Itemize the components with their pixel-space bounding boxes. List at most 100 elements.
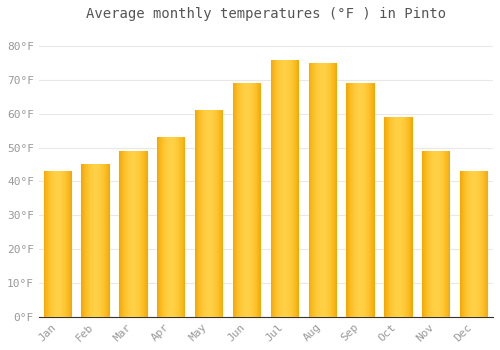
Bar [184, 138, 185, 317]
Bar [384, 117, 385, 317]
Bar [316, 63, 317, 317]
Bar [142, 151, 143, 317]
Bar [432, 151, 433, 317]
Bar [434, 151, 435, 317]
Bar [278, 60, 279, 317]
Bar [133, 151, 134, 317]
Bar [159, 138, 160, 317]
Bar [271, 60, 272, 317]
Bar [361, 83, 362, 317]
Bar [259, 83, 260, 317]
Bar [482, 171, 483, 317]
Bar [473, 171, 474, 317]
Bar [94, 164, 95, 317]
Bar [284, 60, 285, 317]
Bar [429, 151, 430, 317]
Bar [138, 151, 139, 317]
Bar [370, 83, 371, 317]
Bar [51, 171, 52, 317]
Bar [210, 110, 211, 317]
Bar [120, 151, 121, 317]
Bar [178, 138, 179, 317]
Bar [297, 60, 298, 317]
Bar [468, 171, 469, 317]
Bar [196, 110, 197, 317]
Bar [106, 164, 107, 317]
Bar [237, 83, 238, 317]
Bar [460, 171, 461, 317]
Bar [109, 164, 110, 317]
Bar [387, 117, 388, 317]
Bar [143, 151, 144, 317]
Bar [409, 117, 410, 317]
Bar [368, 83, 369, 317]
Bar [349, 83, 350, 317]
Bar [333, 63, 334, 317]
Bar [336, 63, 337, 317]
Bar [134, 151, 135, 317]
Bar [119, 151, 120, 317]
Bar [332, 63, 333, 317]
Bar [91, 164, 92, 317]
Bar [464, 171, 465, 317]
Bar [358, 83, 359, 317]
Bar [100, 164, 102, 317]
Bar [296, 60, 297, 317]
Bar [214, 110, 215, 317]
Bar [160, 138, 161, 317]
Bar [428, 151, 429, 317]
Bar [311, 63, 312, 317]
Bar [334, 63, 335, 317]
Bar [46, 171, 47, 317]
Bar [234, 83, 235, 317]
Bar [185, 138, 186, 317]
Bar [422, 151, 423, 317]
Bar [247, 83, 248, 317]
Bar [105, 164, 106, 317]
Bar [70, 171, 71, 317]
Bar [366, 83, 367, 317]
Bar [183, 138, 184, 317]
Bar [371, 83, 372, 317]
Bar [48, 171, 49, 317]
Bar [351, 83, 352, 317]
Bar [461, 171, 462, 317]
Bar [53, 171, 54, 317]
Bar [215, 110, 216, 317]
Bar [348, 83, 349, 317]
Bar [103, 164, 104, 317]
Bar [236, 83, 237, 317]
Bar [246, 83, 247, 317]
Bar [462, 171, 463, 317]
Bar [108, 164, 109, 317]
Bar [104, 164, 105, 317]
Bar [66, 171, 67, 317]
Bar [282, 60, 283, 317]
Bar [329, 63, 330, 317]
Bar [61, 171, 62, 317]
Bar [394, 117, 395, 317]
Bar [211, 110, 212, 317]
Bar [95, 164, 96, 317]
Bar [425, 151, 426, 317]
Bar [176, 138, 177, 317]
Bar [313, 63, 314, 317]
Bar [356, 83, 357, 317]
Bar [82, 164, 83, 317]
Bar [312, 63, 313, 317]
Bar [132, 151, 133, 317]
Bar [403, 117, 404, 317]
Bar [388, 117, 389, 317]
Bar [163, 138, 164, 317]
Bar [243, 83, 244, 317]
Bar [122, 151, 123, 317]
Bar [372, 83, 373, 317]
Bar [45, 171, 46, 317]
Bar [141, 151, 142, 317]
Bar [298, 60, 299, 317]
Bar [374, 83, 375, 317]
Bar [433, 151, 434, 317]
Bar [480, 171, 481, 317]
Bar [201, 110, 202, 317]
Bar [68, 171, 69, 317]
